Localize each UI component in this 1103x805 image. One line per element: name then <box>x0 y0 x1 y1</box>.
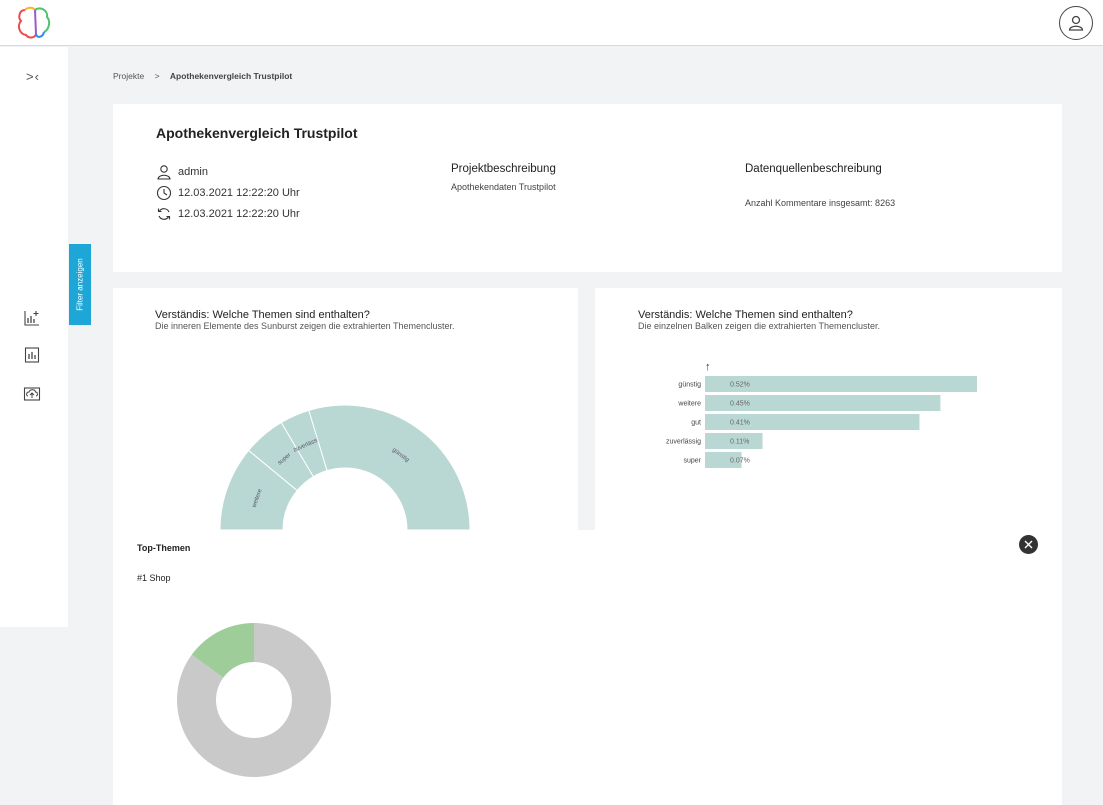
breadcrumb-separator: > <box>154 71 160 81</box>
bar-0[interactable] <box>705 376 977 392</box>
bar-value-label: 0.07% <box>730 458 750 465</box>
bar-category-label: gut <box>691 420 701 427</box>
sunburst-segment[interactable] <box>308 404 471 530</box>
bar-value-label: 0.52% <box>730 382 750 389</box>
sort-arrow-icon[interactable]: ↑ <box>705 361 711 373</box>
bar-1[interactable] <box>705 395 941 411</box>
sunburst-chart-title: Verständis: Welche Themen sind enthalten… <box>155 309 370 321</box>
project-owner: admin <box>178 166 208 178</box>
app-logo[interactable] <box>16 6 52 40</box>
bar-4[interactable] <box>705 452 742 468</box>
bar-chart-subtitle: Die einzelnen Balken zeigen die extrahie… <box>638 321 880 331</box>
close-button[interactable] <box>1019 535 1038 554</box>
donut-slice-0[interactable] <box>177 623 331 777</box>
bar-category-label: super <box>683 458 701 465</box>
report-icon[interactable] <box>23 346 41 364</box>
bar-value-label: 0.41% <box>730 420 750 427</box>
user-account-button[interactable] <box>1059 6 1093 40</box>
upload-icon[interactable] <box>23 385 41 403</box>
breadcrumb: Projekte > Apothekenvergleich Trustpilot <box>113 71 292 81</box>
project-created-row: 12.03.2021 12:22:20 Uhr <box>156 185 300 201</box>
donut-slice-1[interactable] <box>191 623 254 678</box>
sidebar-toggle-button[interactable]: >‹ <box>26 69 40 84</box>
breadcrumb-root-link[interactable]: Projekte <box>113 71 145 81</box>
project-updated-row: 12.03.2021 12:22:20 Uhr <box>156 206 300 222</box>
refresh-icon <box>157 208 171 220</box>
bar-chart-card: Verständis: Welche Themen sind enthalten… <box>595 288 1062 530</box>
add-chart-icon[interactable] <box>23 309 41 327</box>
bar-chart-title: Verständis: Welche Themen sind enthalten… <box>638 309 853 321</box>
project-created-date: 12.03.2021 12:22:20 Uhr <box>178 187 300 199</box>
bar-chart[interactable]: günstig 0.52% weitere 0.45% gut 0.41% zuverläs… <box>595 288 1062 530</box>
description-heading: Projektbeschreibung <box>451 163 556 175</box>
user-icon <box>1068 15 1084 31</box>
top-theme-donut-chart[interactable] <box>163 605 423 805</box>
project-title: Apothekenvergleich Trustpilot <box>156 125 358 141</box>
bar-category-label: weitere <box>677 401 701 408</box>
bar-category-label: günstig <box>678 382 701 389</box>
top-themes-title: Top-Themen <box>137 543 191 553</box>
description-text: Apothekendaten Trustpilot <box>451 182 556 192</box>
sunburst-chart-card: Verständis: Welche Themen sind enthalten… <box>113 288 578 530</box>
clock-icon <box>156 185 172 201</box>
bar-value-label: 0.45% <box>730 401 750 408</box>
datasource-heading: Datenquellenbeschreibung <box>745 163 882 175</box>
project-owner-row: admin <box>156 164 208 180</box>
sunburst-chart-subtitle: Die inneren Elemente des Sunburst zeigen… <box>155 321 455 331</box>
bar-3[interactable] <box>705 433 763 449</box>
top-theme-rank-label: #1 Shop <box>137 573 171 583</box>
sidebar: >‹ <box>0 47 68 627</box>
filter-toggle-tab[interactable]: Filter anzeigen <box>69 244 91 325</box>
breadcrumb-current: Apothekenvergleich Trustpilot <box>169 71 293 81</box>
bar-2[interactable] <box>705 414 920 430</box>
bar-value-label: 0.11% <box>730 439 749 446</box>
filter-tab-label: Filter anzeigen <box>75 258 85 311</box>
close-icon <box>1024 540 1033 549</box>
top-bar <box>0 0 1103 46</box>
project-info-card: Apothekenvergleich Trustpilot admin 12.0… <box>113 104 1062 272</box>
top-themes-card: Top-Themen #1 Shop <box>113 530 1062 805</box>
datasource-text: Anzahl Kommentare insgesamt: 8263 <box>745 198 896 208</box>
user-icon <box>157 165 171 180</box>
project-updated-date: 12.03.2021 12:22:20 Uhr <box>178 208 300 220</box>
bar-category-label: zuverlässig <box>666 439 701 446</box>
